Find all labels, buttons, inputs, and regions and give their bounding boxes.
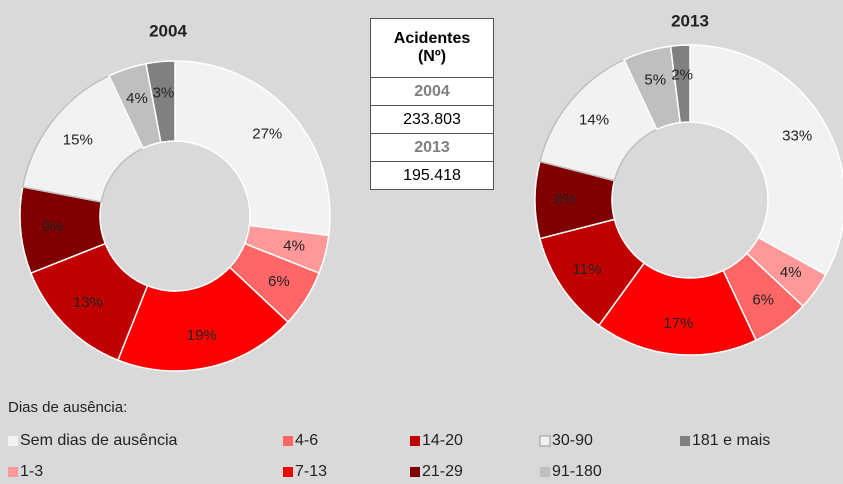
legend-swatch	[8, 436, 18, 446]
table-cell: 233.803	[370, 105, 494, 134]
data-label: 4%	[780, 264, 802, 281]
pie-title: 2004	[149, 21, 187, 40]
data-label: 33%	[782, 128, 812, 145]
legend-title: Dias de ausência:	[8, 399, 127, 416]
legend-label: 21-29	[422, 463, 463, 480]
data-label: 27%	[252, 126, 282, 143]
data-label: 4%	[126, 90, 148, 107]
data-label: 6%	[752, 292, 774, 309]
donut-slice	[689, 44, 843, 276]
legend-label: 91-180	[552, 463, 602, 480]
table-cell: 2004	[370, 77, 494, 106]
legend-label: 181 e mais	[692, 432, 770, 449]
data-label: 2%	[671, 67, 693, 84]
table-cell: 2013	[370, 133, 494, 162]
legend-swatch	[540, 467, 550, 477]
legend-swatch	[410, 467, 420, 477]
donut-slice	[174, 60, 331, 237]
legend-swatch	[8, 467, 18, 477]
legend-swatch	[680, 436, 690, 446]
data-label: 6%	[268, 273, 290, 290]
data-label: 17%	[663, 315, 693, 332]
data-label: 13%	[73, 294, 103, 311]
table-cell: 195.418	[370, 161, 494, 190]
donut-slice	[116, 266, 290, 372]
accidents-table: Acidentes (Nº) 2004 233.803 2013 195.418	[370, 18, 494, 190]
data-label: 15%	[63, 132, 93, 149]
donut-slice	[669, 44, 691, 124]
data-label: 11%	[573, 261, 602, 278]
legend-label: 4-6	[295, 432, 318, 449]
donut-slice	[21, 74, 145, 203]
legend-label: Sem dias de ausência	[20, 432, 178, 449]
data-label: 14%	[579, 112, 609, 129]
donut-slice	[145, 60, 176, 144]
legend-swatch	[410, 436, 420, 446]
legend-label: 1-3	[20, 463, 43, 480]
data-label: 9%	[42, 219, 64, 236]
legend-swatch	[283, 467, 293, 477]
legend-swatch	[539, 435, 551, 447]
data-label: 3%	[153, 85, 175, 102]
legend-swatch	[283, 436, 293, 446]
legend-label: 7-13	[295, 463, 327, 480]
legend-label: 30-90	[552, 432, 593, 449]
pie-title: 2013	[671, 11, 709, 30]
data-label: 4%	[283, 238, 305, 255]
legend-label: 14-20	[422, 432, 463, 449]
table-header: Acidentes (Nº)	[370, 18, 494, 78]
data-label: 5%	[644, 71, 666, 88]
data-label: 19%	[187, 327, 217, 344]
data-label: 8%	[555, 191, 577, 208]
